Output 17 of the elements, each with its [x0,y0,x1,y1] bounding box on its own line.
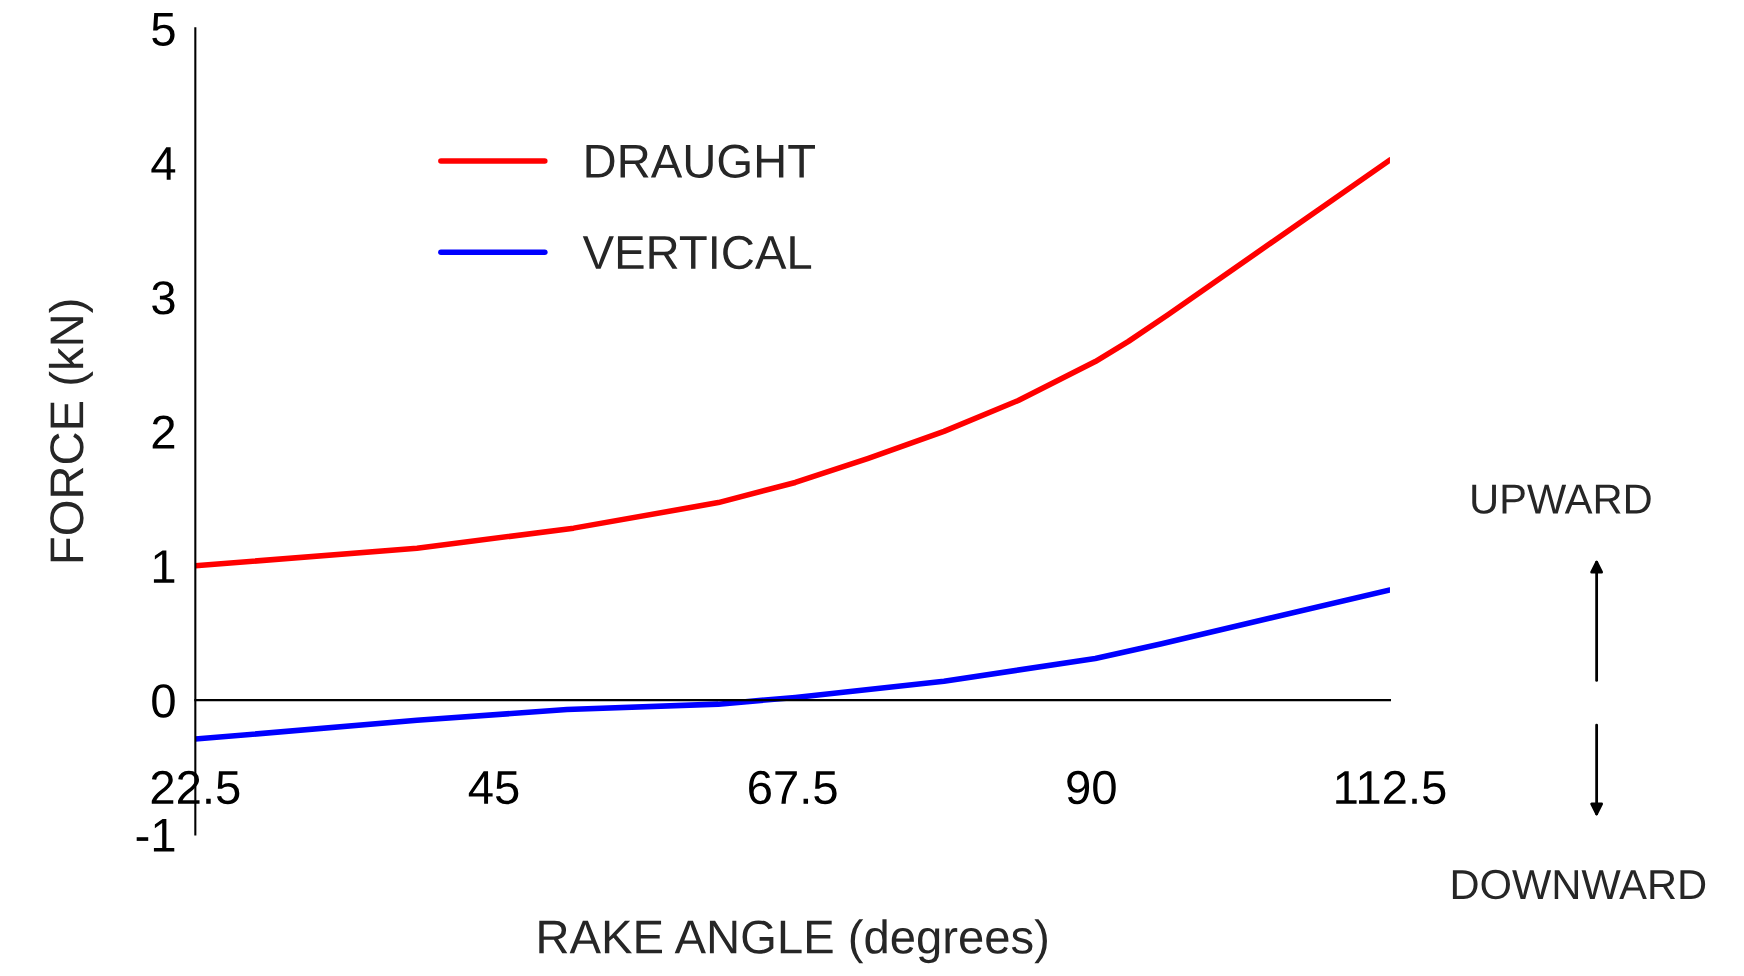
y-tick-label: -1 [136,819,175,852]
x-axis-title: RAKE ANGLE (degrees) [539,919,1047,964]
x-tick-label: 112.5 [1336,770,1446,805]
y-tick-label: 5 [152,12,175,46]
y-tick-label: 3 [152,281,175,315]
text: DOWNWARD [1452,869,1706,900]
legend-label: DRAUGHT [586,144,815,179]
y-tick-label: 1 [153,550,175,583]
x-tick-label: 45 [468,771,519,805]
y-tick-label: 0 [152,684,175,718]
text: UPWARD [1472,484,1651,514]
x-tick-label: 67.5 [749,770,837,805]
y-axis-title: FORCE (kN) [48,300,93,562]
x-tick-label: 90 [1067,770,1116,805]
legend-label: VERTICAL [582,235,812,270]
y-tick-label: 4 [151,147,176,180]
y-tick-label: 2 [152,415,175,449]
